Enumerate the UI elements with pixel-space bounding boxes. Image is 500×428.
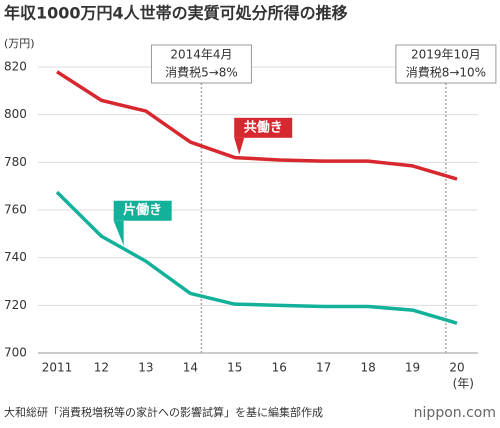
annotation-text: 2014年4月	[170, 48, 232, 62]
series-line	[55, 190, 458, 325]
y-tick-label: 800	[4, 107, 27, 121]
source: 大和総研「消費税増税等の家計への影響試算」を基に編集部作成	[4, 405, 323, 419]
logo: nippon.com	[414, 405, 496, 421]
annotation-text: 消費税8→10%	[406, 65, 486, 80]
x-tick-label: 19	[405, 361, 420, 375]
y-tick-label: 740	[4, 250, 27, 264]
legend-label: 片働き	[123, 202, 162, 218]
legend-box	[234, 117, 293, 138]
y-tick-label: 760	[4, 203, 27, 217]
annotation-box	[150, 44, 252, 84]
x-tick-label: 20	[449, 361, 464, 375]
x-tick-label: 17	[316, 361, 331, 375]
annotation-text: 2019年10月	[411, 48, 481, 62]
chart-title: 年収1000万円4人世帯の実質可処分所得の推移	[4, 4, 348, 23]
x-tick-label: 14	[183, 361, 198, 375]
x-tick-label: 12	[94, 361, 109, 375]
annotation-text: 消費税5→8%	[165, 65, 238, 80]
x-tick-label: 18	[360, 361, 375, 375]
y-tick-label: 820	[4, 60, 27, 74]
y-tick-label: 720	[4, 298, 27, 312]
annotation-box	[395, 44, 497, 84]
legend-label: 共働き	[244, 119, 283, 135]
y-tick-label: 700	[4, 346, 27, 360]
x-tick-label: 2011	[42, 361, 73, 375]
x-tick-label: 15	[227, 361, 242, 375]
label-pointer	[234, 137, 245, 155]
x-tick-label: 16	[272, 361, 287, 375]
legend-box	[113, 200, 172, 221]
x-axis-label: (年)	[453, 377, 474, 391]
x-tick-label: 13	[138, 361, 153, 375]
y-axis-label: (万円)	[4, 37, 35, 50]
y-tick-label: 780	[4, 155, 27, 169]
series-line	[56, 70, 458, 181]
label-pointer	[113, 220, 124, 246]
